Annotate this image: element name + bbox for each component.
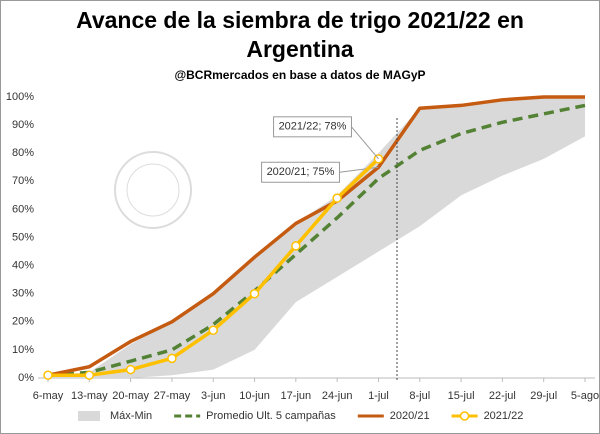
y-tick-label: 50% xyxy=(12,231,34,243)
series-line xyxy=(47,95,585,377)
y-tick-label: 0% xyxy=(18,372,34,384)
point xyxy=(332,193,342,203)
y-tick-label: 80% xyxy=(12,147,34,159)
x-tick-label: 5-ago xyxy=(571,390,599,402)
y-tick-label: 20% xyxy=(12,316,34,328)
y-tick-label: 10% xyxy=(12,344,34,356)
x-tick-label: 27-may xyxy=(154,390,191,402)
point xyxy=(125,364,136,375)
x-tick-label: 10-jun xyxy=(239,390,270,402)
x-tick-label: 1-jul xyxy=(368,390,389,402)
leader-line xyxy=(339,166,379,173)
x-tick-label: 15-jul xyxy=(448,390,475,402)
y-tick-label: 30% xyxy=(12,288,34,300)
legend-swatch xyxy=(78,411,100,421)
watermark xyxy=(114,151,192,229)
data-label: 2021/22; 78% xyxy=(279,121,347,133)
y-tick-label: 90% xyxy=(12,119,34,131)
x-tick-label: 3-jun xyxy=(201,390,225,402)
x-tick-label: 13-may xyxy=(71,390,108,402)
point xyxy=(249,288,260,299)
data-label: 2020/21; 75% xyxy=(267,166,335,178)
y-tick-label: 60% xyxy=(12,203,34,215)
x-tick-label: 29-jul xyxy=(530,390,557,402)
x-tick-label: 8-jul xyxy=(409,390,430,402)
x-tick-label: 20-may xyxy=(112,390,149,402)
legend-marker xyxy=(459,411,470,421)
leader-line xyxy=(351,126,379,160)
series-line xyxy=(47,103,586,377)
chart-subtitle: @BCRmercados en base a datos de MAGyP xyxy=(174,68,426,82)
point xyxy=(208,325,218,335)
point xyxy=(167,353,177,364)
legend-label: 2021/22 xyxy=(484,410,524,422)
legend-label: Promedio Ult. 5 campañas xyxy=(206,410,336,422)
y-tick-label: 100% xyxy=(6,91,34,103)
x-tick-label: 24-jun xyxy=(322,390,353,402)
point xyxy=(43,370,53,380)
point xyxy=(84,370,95,380)
x-tick-label: 17-jun xyxy=(281,390,312,402)
y-tick-label: 70% xyxy=(12,175,34,187)
legend-label: Máx-Min xyxy=(110,410,152,422)
point xyxy=(291,241,301,251)
legend-label: 2020/21 xyxy=(390,410,430,422)
x-tick-label: 6-may xyxy=(33,390,64,402)
y-tick-label: 40% xyxy=(12,260,34,272)
x-tick-label: 22-jul xyxy=(489,390,516,402)
chart-title: Avance de la siembra de trigo 2021/22 en… xyxy=(76,7,524,62)
